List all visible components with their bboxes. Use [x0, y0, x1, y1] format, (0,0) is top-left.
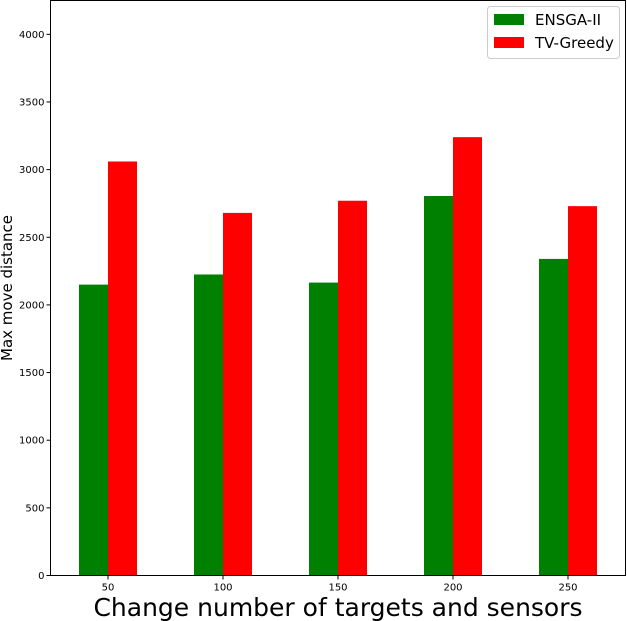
- y-tick-label: 500: [25, 503, 44, 514]
- legend-swatch-tv-greedy: [494, 37, 524, 48]
- bar-tv-greedy-100: [223, 212, 252, 576]
- y-tick-label: 4000: [19, 30, 44, 41]
- y-tick-label: 1000: [19, 436, 44, 447]
- y-tick-label: 0: [38, 571, 44, 582]
- y-tick-label: 3000: [19, 165, 44, 176]
- bar-ensga-ii-200: [424, 196, 453, 576]
- bar-tv-greedy-250: [568, 206, 597, 576]
- bars-group: [79, 137, 597, 576]
- x-axis-ticks: 50 100 150 200 250: [102, 575, 578, 594]
- bar-ensga-ii-250: [539, 258, 568, 576]
- bar-tv-greedy-200: [453, 137, 482, 576]
- plot-frame: [50, 0, 626, 576]
- legend-label-ensga-ii: ENSGA-II: [535, 11, 601, 29]
- y-axis-ticks: 0 500 1000 1500 2000 2500 3000 3500 4000: [19, 30, 51, 582]
- x-tick-label: 100: [213, 583, 232, 594]
- legend-label-tv-greedy: TV-Greedy: [534, 34, 614, 52]
- y-tick-label: 1500: [19, 368, 44, 379]
- x-tick-label: 250: [558, 583, 577, 594]
- x-tick-label: 50: [102, 583, 115, 594]
- legend: ENSGA-II TV-Greedy: [487, 6, 620, 59]
- bar-ensga-ii-150: [309, 282, 338, 576]
- x-tick-label: 200: [443, 583, 462, 594]
- bar-ensga-ii-100: [194, 274, 223, 576]
- bar-ensga-ii-50: [79, 284, 108, 576]
- y-tick-label: 2500: [19, 233, 44, 244]
- bar-tv-greedy-50: [108, 161, 137, 576]
- y-axis-title: Max move distance: [0, 215, 16, 361]
- y-tick-label: 3500: [19, 97, 44, 108]
- y-tick-label: 2000: [19, 300, 44, 311]
- legend-swatch-ensga-ii: [494, 14, 524, 25]
- x-axis-title: Change number of targets and sensors: [93, 593, 582, 621]
- x-tick-label: 150: [328, 583, 347, 594]
- bar-tv-greedy-150: [338, 200, 367, 576]
